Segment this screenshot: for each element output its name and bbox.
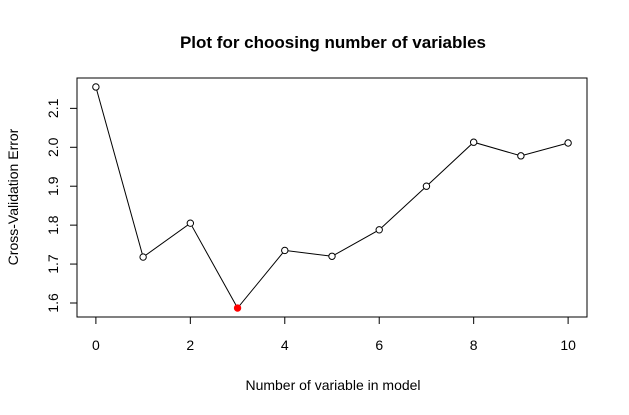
data-points (92, 83, 572, 312)
y-tick-label: 1.8 (45, 215, 61, 235)
y-axis-label: Cross-Validation Error (5, 128, 21, 265)
y-axis: 1.6 1.7 1.8 1.9 2.0 2.1 (45, 98, 78, 313)
data-point (281, 246, 289, 255)
data-point (139, 253, 147, 261)
x-axis: 0 2 4 6 8 10 (92, 316, 576, 353)
data-point (422, 182, 431, 190)
y-tick-label: 2.0 (45, 137, 61, 157)
x-axis-label: Number of variable in model (245, 377, 420, 393)
x-tick-label: 6 (375, 337, 383, 353)
x-tick-label: 8 (470, 337, 478, 353)
data-point (328, 252, 336, 260)
x-tick-label: 10 (560, 337, 576, 353)
data-point (517, 152, 525, 160)
x-tick-label: 2 (186, 337, 194, 353)
y-tick-label: 1.7 (45, 254, 61, 274)
data-point-min (233, 304, 242, 312)
x-tick-label: 0 (92, 337, 100, 353)
x-tick-label: 4 (281, 337, 289, 353)
data-point (186, 219, 195, 227)
y-tick-label: 2.1 (45, 98, 61, 118)
y-tick-label: 1.9 (45, 176, 61, 196)
data-point (564, 139, 572, 147)
plot-frame (76, 77, 588, 318)
data-point (375, 226, 383, 234)
series-line (95, 86, 569, 309)
data-point (469, 138, 478, 146)
chart-title: Plot for choosing number of variables (180, 33, 486, 52)
y-tick-label: 1.6 (45, 293, 61, 313)
data-point (92, 83, 100, 91)
